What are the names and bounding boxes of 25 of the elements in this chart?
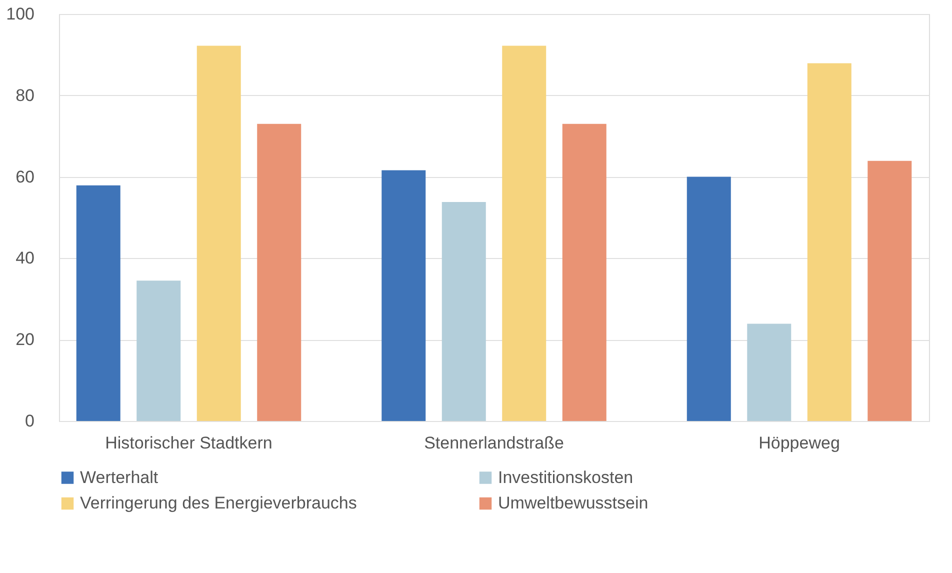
bar xyxy=(382,170,426,421)
bar xyxy=(136,280,181,421)
y-tick-label: 40 xyxy=(16,248,34,268)
bar xyxy=(442,202,486,421)
bar xyxy=(562,124,606,421)
bar xyxy=(502,46,546,421)
bar xyxy=(196,46,241,421)
bar xyxy=(868,160,912,421)
bar xyxy=(747,324,792,421)
y-tick-label: 100 xyxy=(6,4,34,24)
x-tick-label: Stennerlandstraße xyxy=(424,434,564,452)
legend-label: Werterhalt xyxy=(80,468,158,487)
legend-label: Verringerung des Energieverbrauchs xyxy=(80,494,357,512)
x-tick-label: Höppeweg xyxy=(758,434,840,452)
bar xyxy=(686,176,731,421)
bar xyxy=(807,63,852,421)
x-tick-label: Historischer Stadtkern xyxy=(105,434,272,452)
y-tick-label: 80 xyxy=(16,86,34,105)
legend-label: Umweltbewusstsein xyxy=(498,494,648,512)
y-tick-label: 60 xyxy=(16,167,34,186)
legend-label: Investitionskosten xyxy=(498,468,634,487)
bar xyxy=(76,185,120,421)
y-tick-label: 20 xyxy=(16,330,34,350)
y-tick-label: 0 xyxy=(25,412,34,430)
bar xyxy=(257,124,302,421)
